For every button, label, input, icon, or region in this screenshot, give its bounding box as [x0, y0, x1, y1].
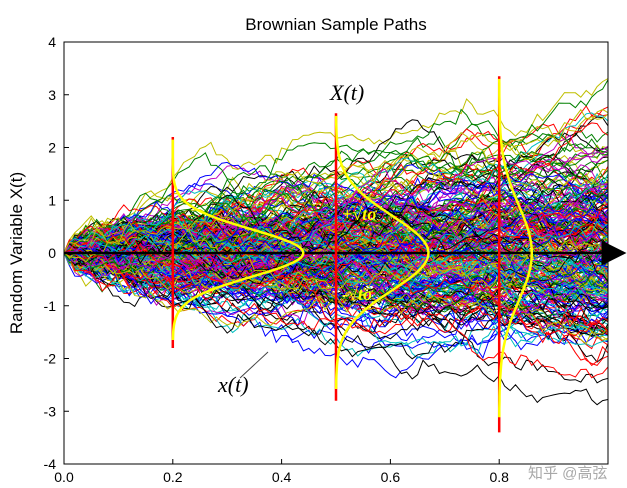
path-label: x(t)	[217, 372, 249, 397]
path-label-pointer	[239, 351, 269, 379]
density-curve	[171, 139, 305, 341]
y-tick-label: -1	[44, 298, 57, 314]
y-tick-label: 3	[48, 87, 56, 103]
y-tick-label: -4	[44, 456, 57, 472]
x-tick-label: 0.2	[163, 469, 183, 485]
x-tick-label: 0.6	[381, 469, 401, 485]
minus-sigma-label: -√tσ	[342, 284, 374, 304]
x-tick-label: 0.8	[489, 469, 509, 485]
x-tick-label: 0.0	[54, 469, 74, 485]
y-tick-label: 4	[48, 34, 56, 50]
y-axis-label: Random Variable X(t)	[7, 172, 26, 334]
density-curve	[334, 115, 430, 390]
watermark: 知乎 @高弦	[528, 465, 608, 482]
plus-sigma-label: +√tσ	[342, 204, 378, 224]
x-ticks: 0.0 0.2 0.4 0.6 0.8	[54, 459, 509, 485]
density-curve	[497, 78, 534, 418]
process-label: X(t)	[329, 80, 364, 105]
x-tick-label: 0.4	[272, 469, 292, 485]
overlay	[64, 76, 627, 433]
y-tick-label: -2	[44, 351, 57, 367]
chart-title: Brownian Sample Paths	[245, 15, 426, 34]
y-tick-label: 0	[48, 245, 56, 261]
y-tick-label: -3	[44, 403, 57, 419]
y-tick-label: 2	[48, 140, 56, 156]
y-tick-label: 1	[48, 192, 56, 208]
y-ticks: 4 3 2 1 0 -1 -2 -3 -4	[44, 34, 69, 472]
